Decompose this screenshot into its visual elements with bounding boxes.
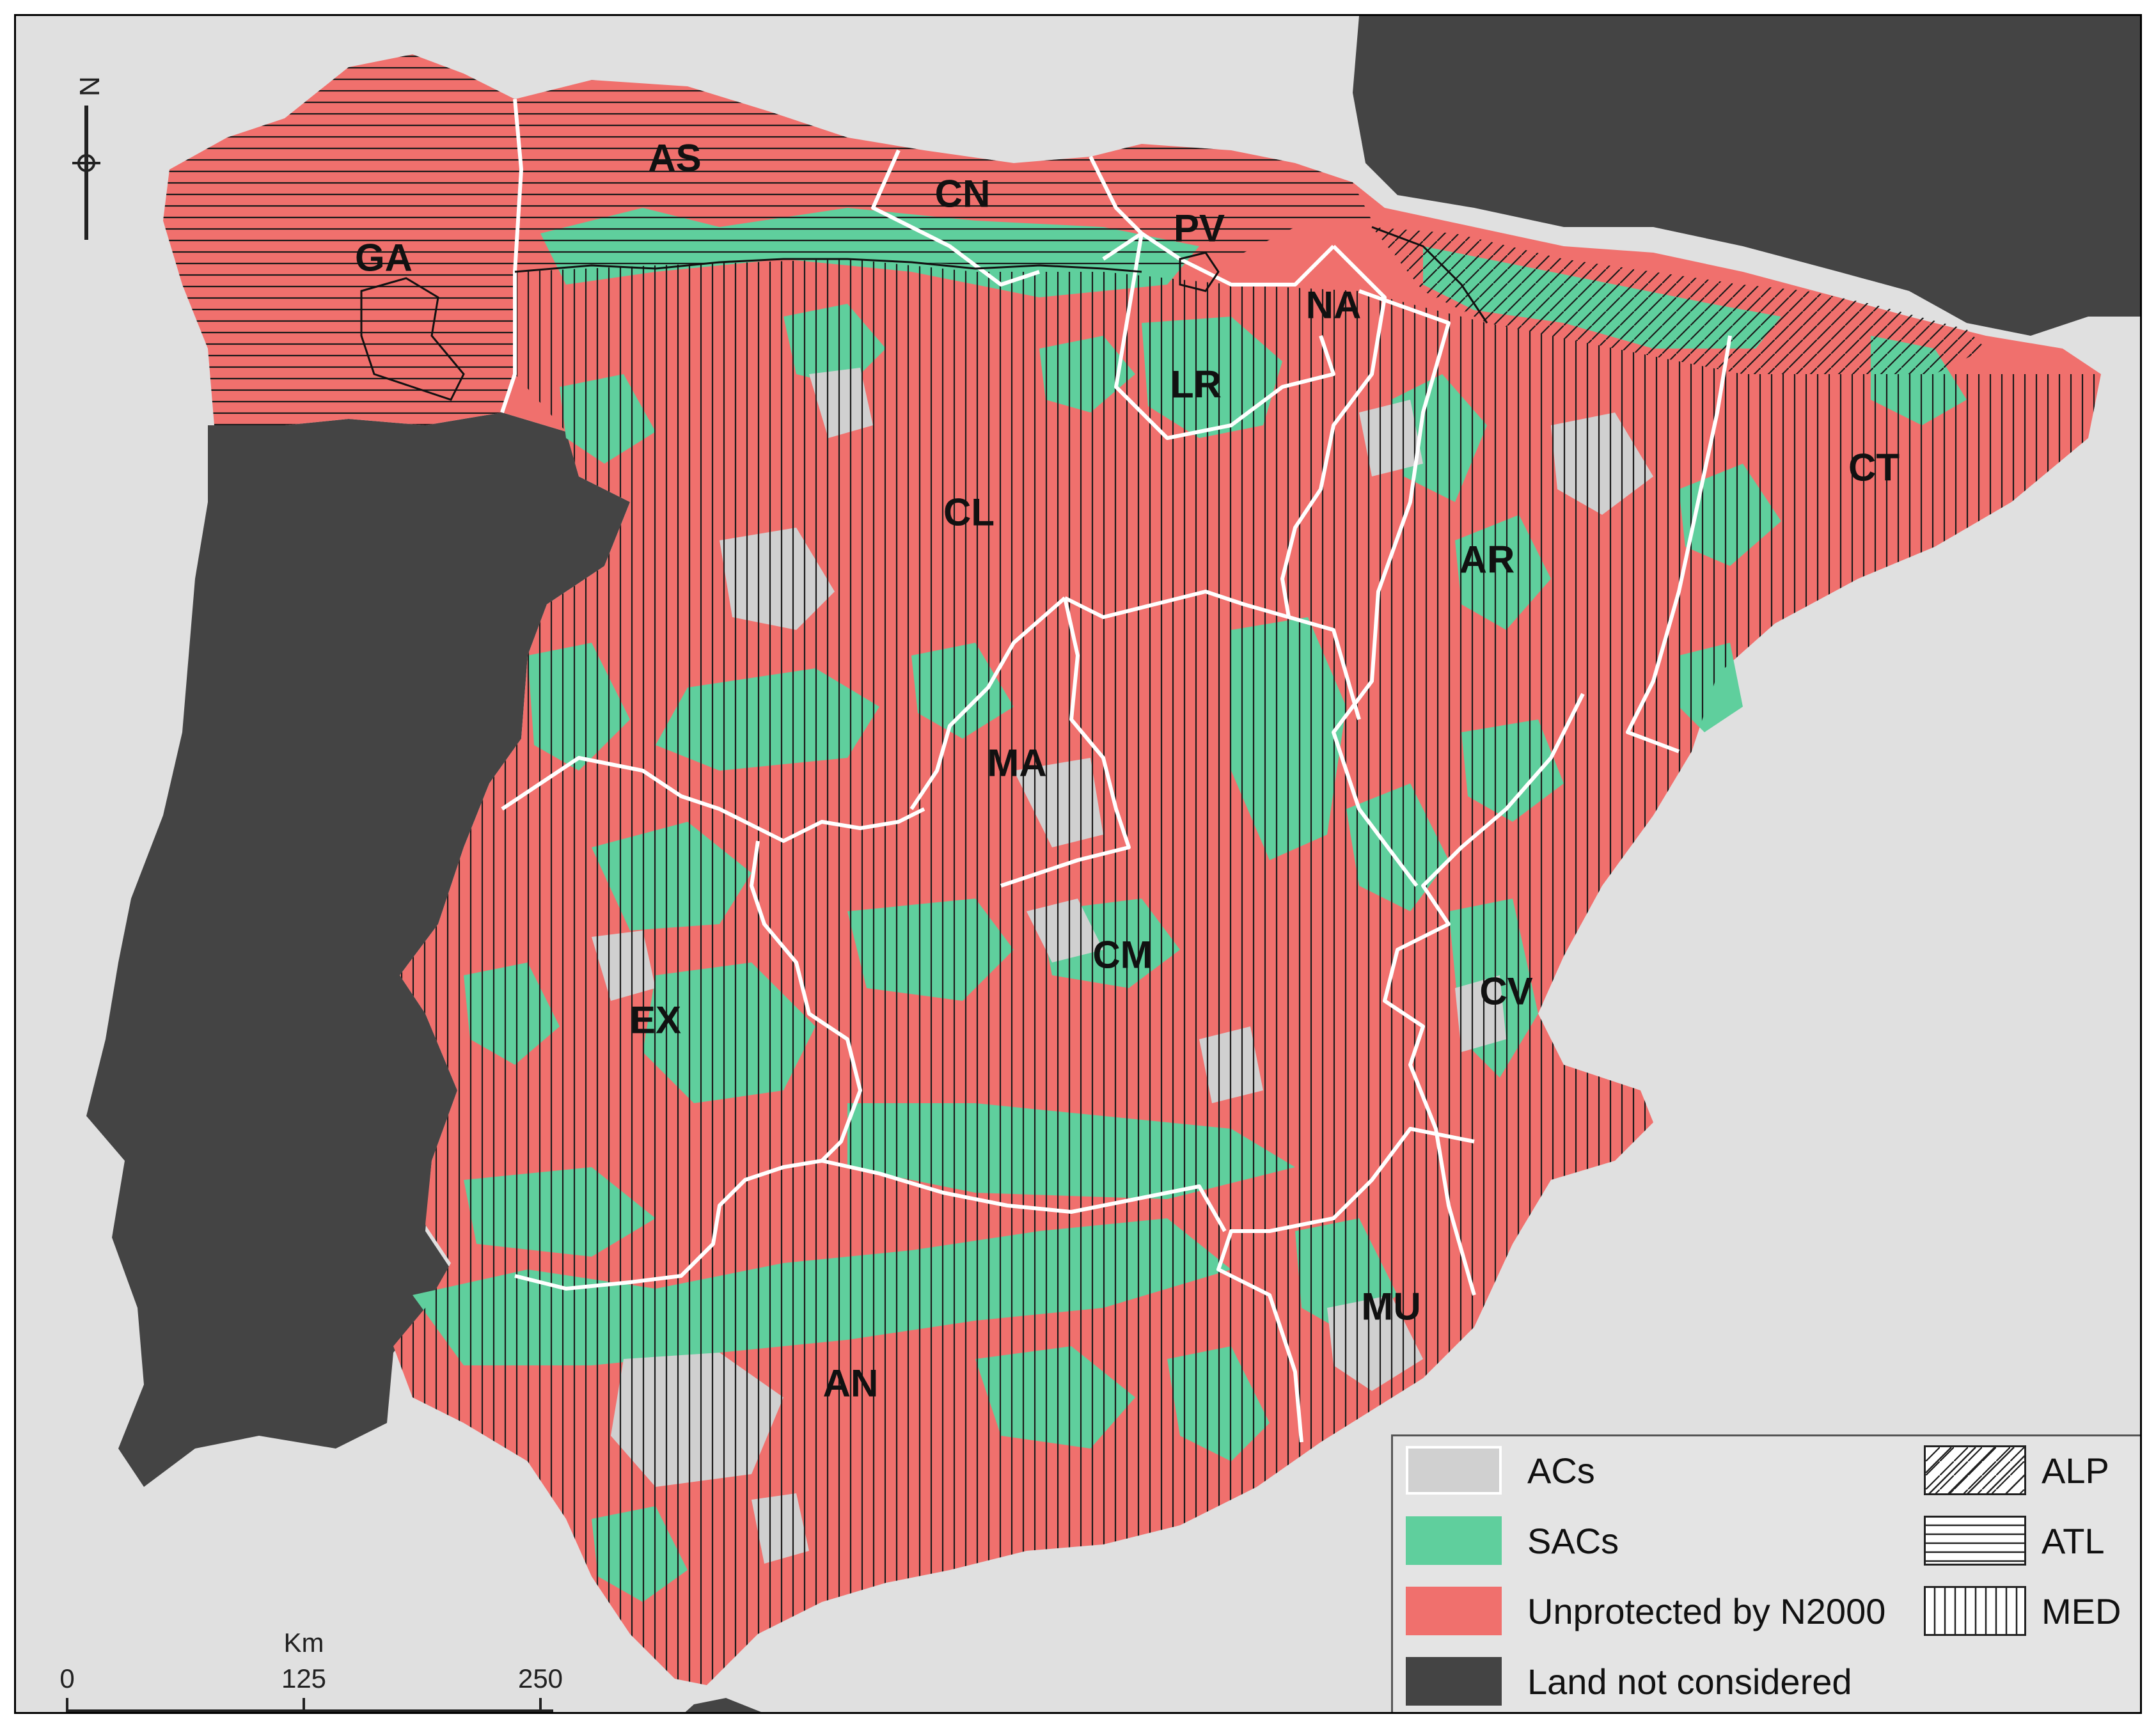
region-borders <box>500 98 1732 1443</box>
legend-swatch-sacs <box>1406 1516 1502 1565</box>
legend-item-unprotected: Unprotected by N2000 <box>1406 1582 1885 1640</box>
north-arrow-icon: N <box>72 76 105 240</box>
region-label-cn: CN <box>934 172 991 216</box>
atl-hatch <box>163 54 1372 425</box>
region-label-ma: MA <box>987 741 1047 785</box>
region-label-cv: CV <box>1479 970 1533 1013</box>
scale-unit: Km <box>283 1628 324 1658</box>
scale-line <box>66 1698 553 1712</box>
region-label-ex: EX <box>629 998 682 1042</box>
africa-coast <box>685 1698 761 1712</box>
legend-swatch-unprotected <box>1406 1587 1502 1635</box>
legend-label-unprotected: Unprotected by N2000 <box>1527 1591 1886 1631</box>
med-hatch <box>393 259 2101 1685</box>
legend-item-alp: ALP <box>1924 1441 2109 1499</box>
region-label-cm: CM <box>1092 933 1153 977</box>
north-label: N <box>74 76 105 97</box>
legend-item-sacs: SACs <box>1406 1512 1619 1569</box>
portugal-landmass <box>86 412 630 1487</box>
region-label-pv: PV <box>1173 207 1225 250</box>
legend-item-land-not-considered: Land not considered <box>1406 1653 1852 1710</box>
region-label-ct: CT <box>1848 446 1900 489</box>
legend-hatch-alp <box>1924 1445 2026 1495</box>
legend-hatch-med <box>1924 1586 2026 1636</box>
legend-swatch-land-not-considered <box>1406 1657 1502 1706</box>
alp-hatch <box>1372 227 1986 374</box>
region-label-cl: CL <box>943 491 995 534</box>
map-legend: ACs SACs Unprotected by N2000 Land not c… <box>1391 1434 2140 1712</box>
region-label-ga: GA <box>355 236 413 279</box>
region-label-an: AN <box>822 1362 879 1405</box>
region-label-lr: LR <box>1170 363 1222 406</box>
legend-label-atl: ATL <box>2042 1520 2105 1561</box>
region-label-ar: AR <box>1459 538 1515 581</box>
region-label-as: AS <box>648 136 702 180</box>
scale-tick-0: 0 <box>59 1663 75 1693</box>
scale-bar: Km 0 125 250 <box>54 1628 566 1712</box>
legend-label-sacs: SACs <box>1527 1520 1619 1561</box>
map-canvas <box>86 16 2140 1712</box>
biogeo-borders <box>360 226 1488 401</box>
legend-hatch-atl <box>1924 1516 2026 1566</box>
legend-label-med: MED <box>2042 1591 2121 1631</box>
france-landmass <box>1353 16 2140 336</box>
map-frame: GA AS CN PV NA LR CL AR CT MA CM EX CV MU AN N Km 0 12… <box>14 14 2142 1714</box>
legend-swatch-acs <box>1406 1446 1502 1495</box>
legend-item-atl: ATL <box>1924 1512 2105 1569</box>
region-label-na: NA <box>1305 283 1362 327</box>
scale-tick-125: 125 <box>281 1663 327 1693</box>
legend-label-land-not-considered: Land not considered <box>1527 1661 1852 1702</box>
legend-label-alp: ALP <box>2042 1450 2109 1491</box>
region-label-mu: MU <box>1361 1285 1421 1328</box>
legend-item-med: MED <box>1924 1582 2121 1640</box>
legend-label-acs: ACs <box>1527 1450 1595 1491</box>
legend-item-acs: ACs <box>1406 1441 1595 1499</box>
scale-tick-250: 250 <box>517 1663 563 1693</box>
